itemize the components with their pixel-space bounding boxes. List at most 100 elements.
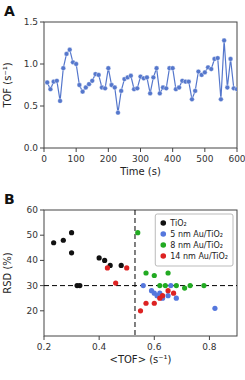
panel: 01002003004005006000.00.51.01.5Time (s)T… (2, 3, 245, 177)
data-point (112, 85, 117, 90)
x-tick (44, 336, 45, 340)
data-point (222, 38, 227, 43)
x-tick-label: 0.4 (92, 342, 107, 352)
y-tick-label: 0.5 (24, 101, 38, 111)
figure: 01002003004005006000.00.51.01.5Time (s)T… (0, 0, 245, 380)
x-tick-label: 0.8 (202, 342, 217, 352)
y-tick-label: 0.0 (24, 143, 39, 153)
x-tick (172, 148, 173, 152)
data-point (164, 86, 169, 91)
data-point (219, 97, 224, 102)
data-point (45, 80, 50, 85)
data-point (163, 283, 168, 288)
legend-label: 14 nm Au/TiO₂ (170, 252, 228, 261)
legend-marker (160, 253, 166, 259)
data-point (67, 47, 72, 52)
legend-marker (160, 242, 166, 248)
panel-title: B (4, 191, 15, 207)
x-tick-label: 100 (68, 154, 85, 164)
data-point (128, 73, 133, 78)
data-point (157, 283, 162, 288)
data-point (77, 283, 82, 288)
x-tick-label: 600 (228, 154, 245, 164)
data-point (177, 85, 182, 90)
x-tick (108, 148, 109, 152)
data-point (105, 265, 110, 270)
data-point (141, 283, 146, 288)
legend-label: 8 nm Au/TiO₂ (170, 241, 223, 250)
legend-marker (160, 220, 166, 226)
plot-area (44, 210, 237, 336)
y-tick (40, 22, 44, 23)
plot-frame (44, 22, 237, 148)
data-point (174, 283, 179, 288)
y-tick-label: 40 (27, 255, 39, 265)
data-point (174, 296, 179, 301)
data-point (228, 57, 233, 62)
data-point (190, 97, 195, 102)
data-point (64, 52, 69, 57)
y-tick-label: 50 (27, 230, 39, 240)
y-tick-label: 30 (27, 281, 39, 291)
x-tick (209, 336, 210, 340)
y-tick (40, 64, 44, 65)
panel: 0.20.40.60.82030405060<TOF> (s⁻¹)RSD (%)… (2, 191, 237, 365)
y-tick-label: 60 (27, 205, 39, 215)
data-point (145, 75, 150, 80)
data-point (97, 255, 102, 260)
series (105, 265, 176, 313)
y-tick (40, 210, 44, 211)
plot-area (45, 38, 237, 115)
data-point (61, 66, 66, 71)
data-point (61, 238, 66, 243)
data-point (119, 88, 124, 93)
data-point (90, 78, 95, 83)
data-point (51, 240, 56, 245)
data-point (188, 283, 193, 288)
y-tick (40, 106, 44, 107)
y-axis-label: RSD (%) (2, 252, 13, 294)
data-point (103, 86, 108, 91)
data-point (152, 301, 157, 306)
x-tick (154, 336, 155, 340)
data-point (171, 291, 176, 296)
data-point (152, 273, 157, 278)
data-point (138, 308, 143, 313)
data-point (201, 283, 206, 288)
data-point (116, 110, 121, 115)
y-axis-label: TOF (s⁻¹) (2, 62, 13, 108)
series (51, 230, 124, 288)
x-tick-label: 500 (196, 154, 213, 164)
data-line (47, 40, 237, 112)
data-point (54, 78, 59, 83)
data-point (135, 86, 140, 91)
x-tick (99, 336, 100, 340)
x-tick-label: 300 (132, 154, 149, 164)
plot-frame (44, 210, 237, 336)
data-point (225, 85, 230, 90)
data-point (157, 91, 162, 96)
x-tick (204, 148, 205, 152)
panel-title: A (4, 3, 15, 19)
data-point (186, 79, 191, 84)
data-point (215, 56, 220, 61)
data-point (182, 286, 187, 291)
data-point (124, 265, 129, 270)
x-tick-label: 0 (41, 154, 47, 164)
series (141, 283, 218, 311)
x-tick (76, 148, 77, 152)
x-tick-label: 400 (164, 154, 181, 164)
y-tick-label: 20 (27, 306, 39, 316)
x-axis-label: Time (s) (119, 166, 161, 177)
data-point (212, 306, 217, 311)
y-tick (40, 235, 44, 236)
data-point (170, 66, 175, 71)
x-tick-label: 200 (100, 154, 117, 164)
data-point (119, 263, 124, 268)
data-point (80, 89, 85, 94)
data-point (193, 88, 198, 93)
data-point (69, 230, 74, 235)
x-tick-label: 0.2 (37, 342, 51, 352)
data-point (165, 288, 170, 293)
y-tick (40, 260, 44, 261)
